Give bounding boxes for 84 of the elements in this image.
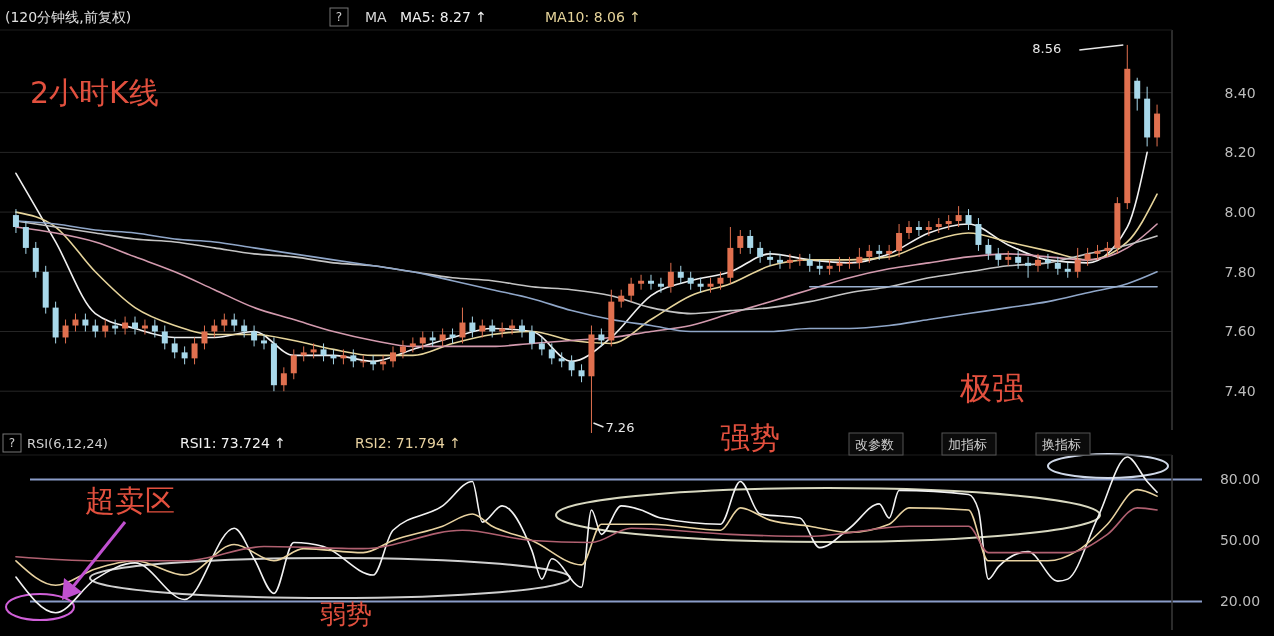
y-tick-label: 7.40 xyxy=(1224,383,1256,400)
candlestick xyxy=(201,325,208,350)
candlestick xyxy=(955,205,962,228)
text: RSI1: 73.724 ↑ xyxy=(180,434,286,451)
candlestick xyxy=(548,342,555,365)
annotation: 8.56 xyxy=(1032,41,1062,57)
candlestick xyxy=(667,262,674,294)
candlestick xyxy=(628,277,635,303)
candlestick xyxy=(1034,253,1041,273)
annotation: 极强 xyxy=(959,369,1024,408)
candlestick xyxy=(141,319,148,335)
candlestick xyxy=(251,325,258,347)
annotation: 弱势 xyxy=(320,599,372,630)
candlestick xyxy=(568,354,575,377)
candlestick xyxy=(32,241,39,279)
candlestick xyxy=(886,244,893,261)
candlestick xyxy=(896,223,903,258)
candlestick xyxy=(747,229,754,255)
text: ? xyxy=(335,10,343,25)
candlestick xyxy=(1044,253,1051,270)
candlestick xyxy=(22,220,29,255)
candlestick xyxy=(509,319,516,335)
candlestick xyxy=(905,220,912,240)
candlestick xyxy=(975,217,982,252)
candlestick xyxy=(1015,250,1022,270)
annotation: 7.26 xyxy=(605,419,635,435)
candlestick xyxy=(786,253,793,270)
candlestick xyxy=(657,277,664,294)
candlestick xyxy=(528,325,535,350)
y-tick-label: 8.20 xyxy=(1224,144,1256,161)
candlestick xyxy=(261,333,268,350)
candlestick xyxy=(132,316,139,335)
candlestick xyxy=(638,274,645,291)
candlestick xyxy=(737,229,744,255)
chart-title: (120分钟线,前复权) xyxy=(5,8,132,25)
candlestick xyxy=(965,208,972,231)
candlestick xyxy=(1025,256,1032,279)
candlestick xyxy=(390,345,397,368)
candlestick xyxy=(856,247,863,270)
candlestick xyxy=(12,208,19,234)
y-tick-label: 8.00 xyxy=(1224,203,1256,220)
text: 换指标 xyxy=(1042,436,1081,452)
candlestick xyxy=(380,354,387,371)
candlestick xyxy=(985,238,992,261)
candlestick xyxy=(757,241,764,264)
candlestick xyxy=(399,339,406,359)
annotation: 超卖区 xyxy=(85,482,175,518)
candlestick xyxy=(1074,247,1081,279)
candlestick xyxy=(648,274,654,291)
text: 加指标 xyxy=(948,436,987,452)
y-tick-label: 7.80 xyxy=(1224,263,1256,280)
candlestick xyxy=(459,307,466,344)
candlestick xyxy=(796,253,803,267)
candlestick xyxy=(280,366,287,392)
candlestick xyxy=(777,253,783,270)
text: MA5: 8.27 ↑ xyxy=(400,8,488,25)
y-tick-label: 80.00 xyxy=(1219,471,1261,488)
text: MA xyxy=(365,8,388,25)
candlestick xyxy=(915,220,922,237)
text: RSI(6,12,24) xyxy=(27,435,108,451)
candlestick xyxy=(62,319,69,344)
line-series xyxy=(15,488,1158,587)
y-tick-label: 20.00 xyxy=(1219,593,1261,610)
candlestick xyxy=(122,316,129,335)
candlestick xyxy=(409,336,416,353)
candlestick xyxy=(360,354,367,368)
y-tick-label: 8.40 xyxy=(1224,84,1256,101)
text: ? xyxy=(8,436,16,451)
candlestick xyxy=(171,336,178,359)
y-tick-label: 50.00 xyxy=(1219,532,1261,549)
candlestick xyxy=(846,256,853,270)
annotation: 强势 xyxy=(720,419,780,455)
line-series xyxy=(15,193,1158,357)
annotation: 2小时K线 xyxy=(30,74,159,110)
text: RSI2: 71.794 ↑ xyxy=(355,434,461,451)
candlestick xyxy=(290,348,297,380)
candlestick xyxy=(191,336,198,365)
text: 改参数 xyxy=(855,436,894,452)
text: MA10: 8.06 ↑ xyxy=(545,8,641,25)
candlestick xyxy=(1134,77,1141,112)
candlestick xyxy=(161,325,168,350)
y-tick-label: 7.60 xyxy=(1224,323,1256,340)
candlestick xyxy=(767,250,774,267)
candlestick xyxy=(1154,104,1161,147)
